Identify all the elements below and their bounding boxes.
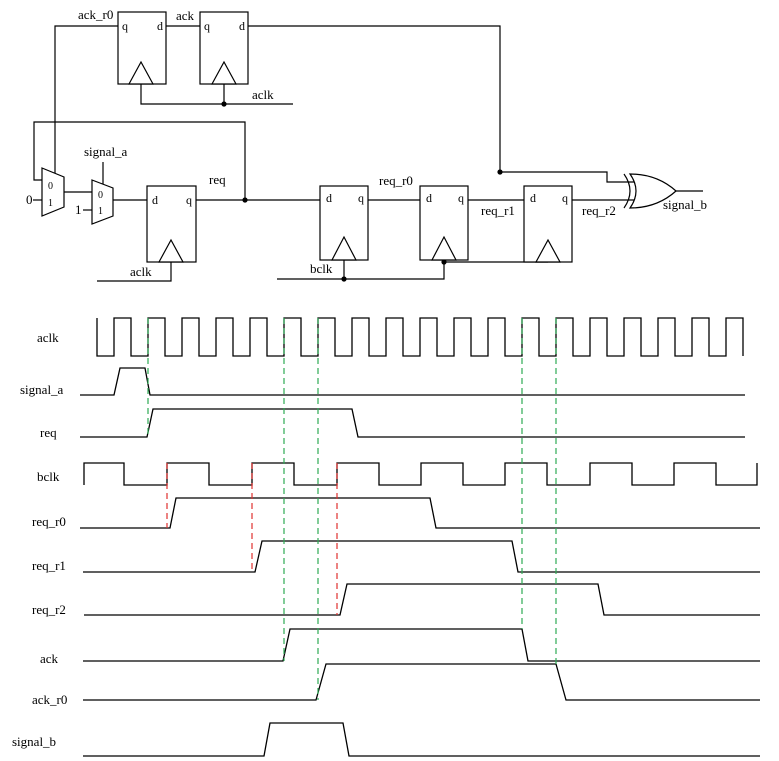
net-label-req-r0: req_r0	[379, 173, 413, 188]
clock-triangle-icon	[431, 235, 457, 261]
wire-req-feedback	[33, 121, 246, 200]
pin-q-label: q	[186, 193, 192, 207]
mux-body	[91, 179, 114, 225]
flip-flop-ack: q d	[199, 11, 249, 85]
clock-triangle-icon	[127, 60, 155, 85]
net-label-aclk-bottom: aclk	[130, 264, 152, 279]
clock-triangle-icon	[331, 235, 357, 261]
waveform-req-r2	[84, 583, 760, 616]
mux-body	[41, 167, 65, 217]
const-zero-label: 0	[26, 192, 33, 207]
clock-triangle-icon	[157, 238, 185, 263]
schematic: q d q d 0 1 0 1 d q	[26, 7, 707, 282]
waveform-signal-a	[80, 367, 745, 396]
junction-dot	[242, 197, 248, 203]
waveform-signal-b	[83, 722, 760, 757]
pin-q-label: q	[562, 191, 568, 205]
signal-label-signal-b: signal_b	[12, 734, 56, 749]
signal-label-req-r2: req_r2	[32, 602, 66, 617]
net-label-req-r2: req_r2	[582, 203, 616, 218]
pin-q-label: q	[458, 191, 464, 205]
waveform-bclk	[83, 462, 758, 486]
waveform-req	[80, 408, 745, 438]
flip-flop-ack-r0: q d	[117, 11, 167, 85]
wire-ack-to-xor	[248, 25, 634, 183]
signal-label-req: req	[40, 425, 57, 440]
junction-dot	[341, 276, 347, 282]
junction-dot	[497, 169, 503, 175]
pin-d-label: d	[152, 193, 158, 207]
pin-d-label: d	[530, 191, 536, 205]
signal-label-req-r1: req_r1	[32, 558, 66, 573]
net-label-signal-b: signal_b	[663, 197, 707, 212]
junction-dot	[441, 259, 447, 265]
net-label-ack: ack	[176, 8, 195, 23]
wire-aclk-bottom	[97, 262, 172, 282]
flip-flop-req: d q	[146, 185, 197, 263]
signal-label-signal-a: signal_a	[20, 382, 64, 397]
waveform-req-r0	[80, 497, 760, 529]
wire-ack-r0-to-mux1-select	[54, 25, 118, 174]
const-one-label: 1	[75, 202, 82, 217]
pin-d-label: d	[326, 191, 332, 205]
signal-label-req-r0: req_r0	[32, 514, 66, 529]
mux-signal-a: 0 1	[91, 179, 114, 225]
wire-aclk-top	[140, 84, 293, 105]
signal-label-bclk: bclk	[37, 469, 60, 484]
net-label-bclk: bclk	[310, 261, 333, 276]
pin-q-label: q	[122, 19, 128, 33]
xor-gate	[623, 173, 677, 209]
mux-input-1-label: 1	[48, 198, 53, 209]
flip-flop-req-r1: d q	[419, 185, 469, 261]
pin-q-label: q	[204, 19, 210, 33]
net-label-ack-r0: ack_r0	[78, 7, 113, 22]
mux-input-0-label: 0	[98, 190, 103, 201]
junction-dot	[221, 101, 227, 107]
waveform-req-r1	[83, 540, 760, 573]
net-label-signal-a: signal_a	[84, 144, 128, 159]
xor-input-curve	[623, 173, 631, 209]
net-label-aclk-top: aclk	[252, 87, 274, 102]
pin-d-label: d	[239, 19, 245, 33]
xor-body	[628, 173, 677, 209]
signal-label-ack-r0: ack_r0	[32, 692, 67, 707]
net-label-req-r1: req_r1	[481, 203, 515, 218]
clock-triangle-icon	[534, 238, 562, 263]
pin-d-label: d	[426, 191, 432, 205]
flip-flop-req-r2: d q	[523, 185, 573, 263]
signal-label-ack: ack	[40, 651, 59, 666]
pin-q-label: q	[358, 191, 364, 205]
mux-feedback: 0 1	[41, 167, 65, 217]
mux-input-1-label: 1	[98, 206, 103, 217]
clock-triangle-icon	[210, 60, 238, 85]
waveform-ack	[83, 628, 760, 662]
flip-flop-req-r0: d q	[319, 185, 369, 261]
waveform-aclk	[96, 317, 744, 357]
waveform-ack-r0	[83, 663, 760, 701]
mux-input-0-label: 0	[48, 181, 53, 192]
signal-label-aclk: aclk	[37, 330, 59, 345]
net-label-req: req	[209, 172, 226, 187]
timing-diagram: aclk signal_a req bclk req_r0 req_r1 req…	[12, 317, 760, 757]
pin-d-label: d	[157, 19, 163, 33]
